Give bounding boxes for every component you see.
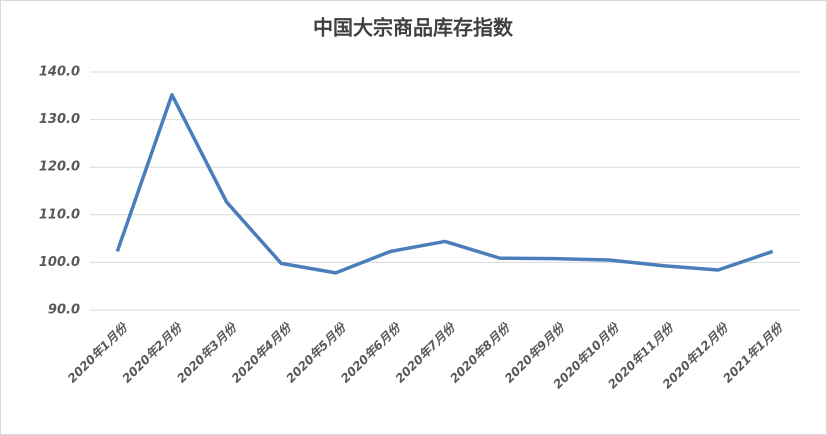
y-tick-label: 110.0 [39, 207, 80, 222]
y-tick-label: 90.0 [48, 303, 80, 318]
chart-title: 中国大宗商品库存指数 [313, 16, 514, 40]
y-tick-label: 140.0 [39, 65, 80, 80]
data-line [115, 93, 774, 275]
y-tick-label: 120.0 [39, 160, 80, 175]
y-tick-label: 100.0 [39, 255, 80, 270]
y-tick-label: 130.0 [39, 112, 80, 127]
